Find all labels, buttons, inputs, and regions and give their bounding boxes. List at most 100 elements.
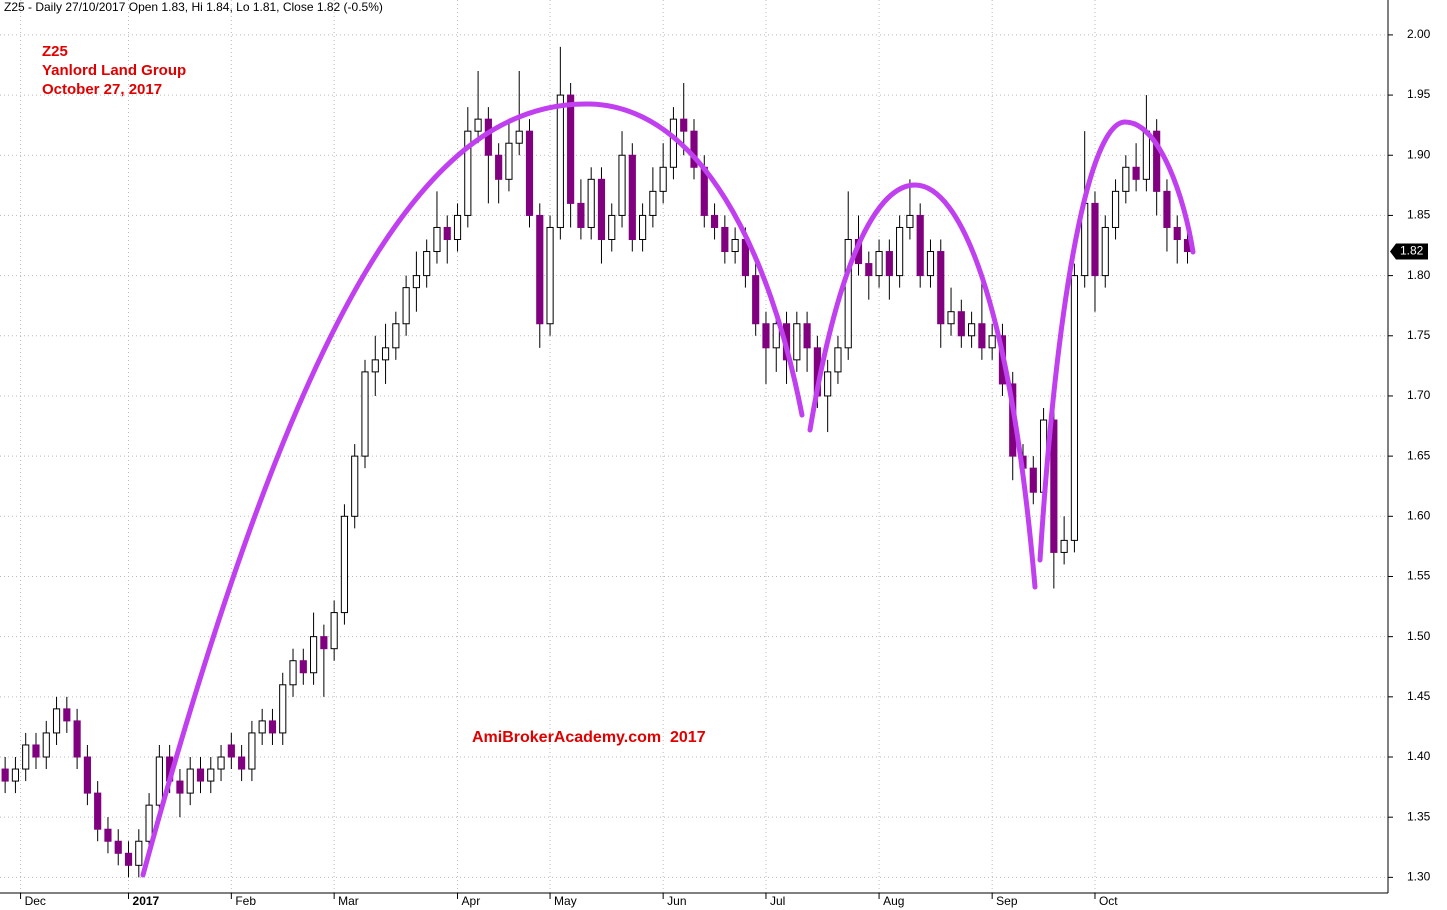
candle-body	[94, 792, 102, 830]
x-tick-label: Apr	[462, 894, 481, 908]
candle-body	[957, 311, 965, 337]
candle-body	[567, 94, 575, 204]
candle-body	[484, 118, 492, 156]
y-tick-label: 1.35	[1407, 809, 1431, 823]
candle-body	[505, 142, 513, 180]
candle-body	[310, 636, 318, 674]
y-tick-label: 1.50	[1407, 629, 1431, 643]
candle-body	[279, 684, 287, 734]
candle-body	[824, 371, 832, 397]
candle-body	[649, 190, 657, 216]
candle-body	[803, 323, 811, 349]
candle-body	[906, 214, 914, 228]
candle-body	[597, 178, 606, 240]
candle-body	[1070, 275, 1078, 541]
candle-body	[73, 720, 81, 758]
candle-body	[1050, 419, 1058, 553]
candle-body	[196, 768, 205, 782]
candle-body	[556, 94, 564, 228]
candle-body	[423, 251, 431, 277]
x-tick-label: 2017	[133, 894, 160, 908]
candle-body	[22, 744, 30, 770]
y-tick-label: 1.70	[1407, 388, 1431, 402]
candle-body	[916, 214, 924, 277]
candle-body	[608, 214, 616, 240]
candle-body	[238, 756, 246, 770]
candle-body	[330, 612, 338, 650]
candle-body	[926, 251, 935, 277]
last-price-marker	[1390, 243, 1428, 260]
candle-body	[1132, 166, 1140, 180]
candle-body	[289, 660, 297, 686]
last-price-label: 1.82	[1400, 244, 1424, 258]
candle-body	[1153, 130, 1161, 192]
trend-arc	[140, 101, 805, 878]
candle-body	[844, 238, 852, 349]
candle-body	[207, 768, 215, 782]
candle-body	[772, 323, 780, 349]
candle-body	[320, 636, 328, 650]
y-tick-label: 1.55	[1407, 569, 1431, 583]
y-tick-label: 1.65	[1407, 448, 1431, 462]
candle-body	[412, 275, 420, 289]
candle-body	[1091, 202, 1099, 277]
x-tick-label: Mar	[338, 894, 359, 908]
chart-title: Z25	[42, 43, 68, 60]
candle-body	[145, 804, 153, 842]
candle-body	[381, 347, 390, 361]
candle-body	[525, 130, 534, 216]
y-tick-label: 1.95	[1407, 87, 1431, 101]
x-tick-label: Aug	[883, 894, 904, 908]
header: Z25 - Daily 27/10/2017 Open 1.83, Hi 1.8…	[4, 0, 383, 14]
candle-body	[937, 251, 945, 325]
candle-body	[299, 660, 307, 674]
candle-body	[248, 732, 256, 770]
candle-body	[1, 768, 9, 782]
candle-body	[114, 840, 122, 854]
candle-body	[1060, 539, 1068, 553]
y-tick-label: 1.40	[1407, 749, 1431, 763]
x-tick-label: Jul	[770, 894, 785, 908]
y-tick-label: 1.45	[1407, 689, 1431, 703]
candle-body	[495, 154, 503, 180]
candle-body	[536, 214, 544, 325]
candle-body	[361, 371, 369, 457]
candle-body	[433, 226, 441, 253]
trend-arc	[1037, 119, 1196, 563]
candle-body	[268, 720, 277, 734]
candle-body	[988, 335, 996, 349]
candle-body	[464, 130, 472, 216]
candle-body	[968, 323, 976, 337]
x-tick-label: Dec	[25, 894, 46, 908]
x-tick-label: Jun	[667, 894, 686, 908]
candle-body	[896, 226, 904, 277]
candle-body	[710, 214, 719, 228]
x-tick-label: Oct	[1099, 894, 1118, 908]
candle-body	[392, 323, 400, 349]
candle-body	[155, 756, 163, 806]
candle-body	[639, 214, 647, 240]
candle-body	[258, 720, 266, 734]
candle-body	[1163, 190, 1171, 228]
candle-body	[577, 202, 585, 228]
candles	[1, 46, 1192, 878]
candle-body	[793, 323, 801, 361]
chart-title: October 27, 2017	[42, 81, 162, 98]
candle-body	[1142, 130, 1150, 180]
candle-body	[11, 768, 20, 782]
x-tick-label: Sep	[996, 894, 1018, 908]
candle-body	[659, 166, 667, 192]
candle-body	[227, 744, 235, 758]
candle-body	[42, 732, 50, 758]
y-tick-label: 1.90	[1407, 147, 1431, 161]
candle-body	[721, 226, 729, 253]
candle-body	[947, 311, 955, 325]
candle-body	[875, 251, 883, 277]
candle-body	[690, 130, 698, 168]
candle-body	[1122, 166, 1130, 192]
candle-body	[83, 756, 91, 794]
candle-body	[834, 347, 842, 373]
candle-body	[1029, 467, 1037, 493]
